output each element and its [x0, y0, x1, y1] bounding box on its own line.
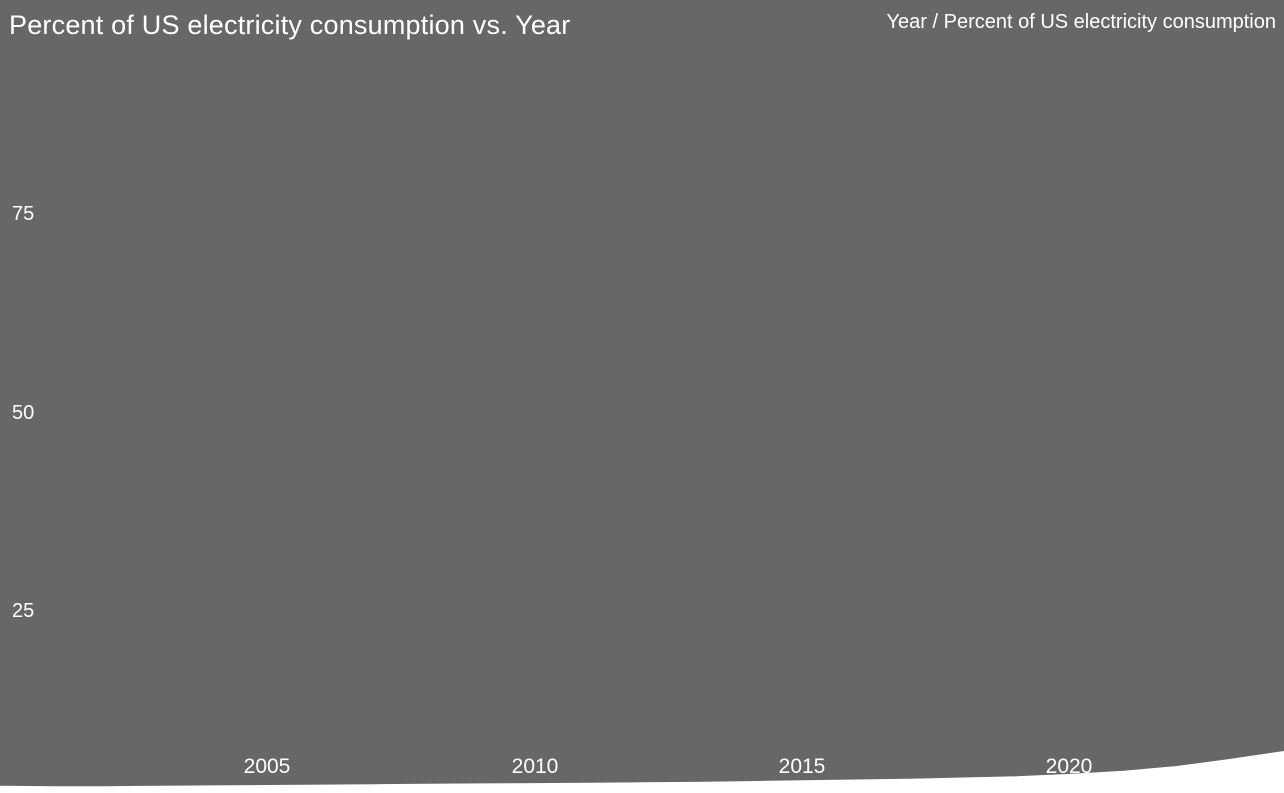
- y-tick-label: 75: [12, 203, 35, 225]
- chart-title: Percent of US electricity consumption vs…: [9, 10, 571, 40]
- x-tick-label: 2015: [778, 755, 826, 778]
- y-tick-label: 50: [12, 402, 35, 424]
- x-tick-label: 2010: [511, 755, 559, 778]
- y-tick-label: 25: [12, 600, 35, 622]
- axis-pair-label: Year / Percent of US electricity consump…: [886, 11, 1276, 33]
- x-tick-label: 2020: [1045, 755, 1093, 778]
- x-tick-label: 2005: [243, 755, 291, 778]
